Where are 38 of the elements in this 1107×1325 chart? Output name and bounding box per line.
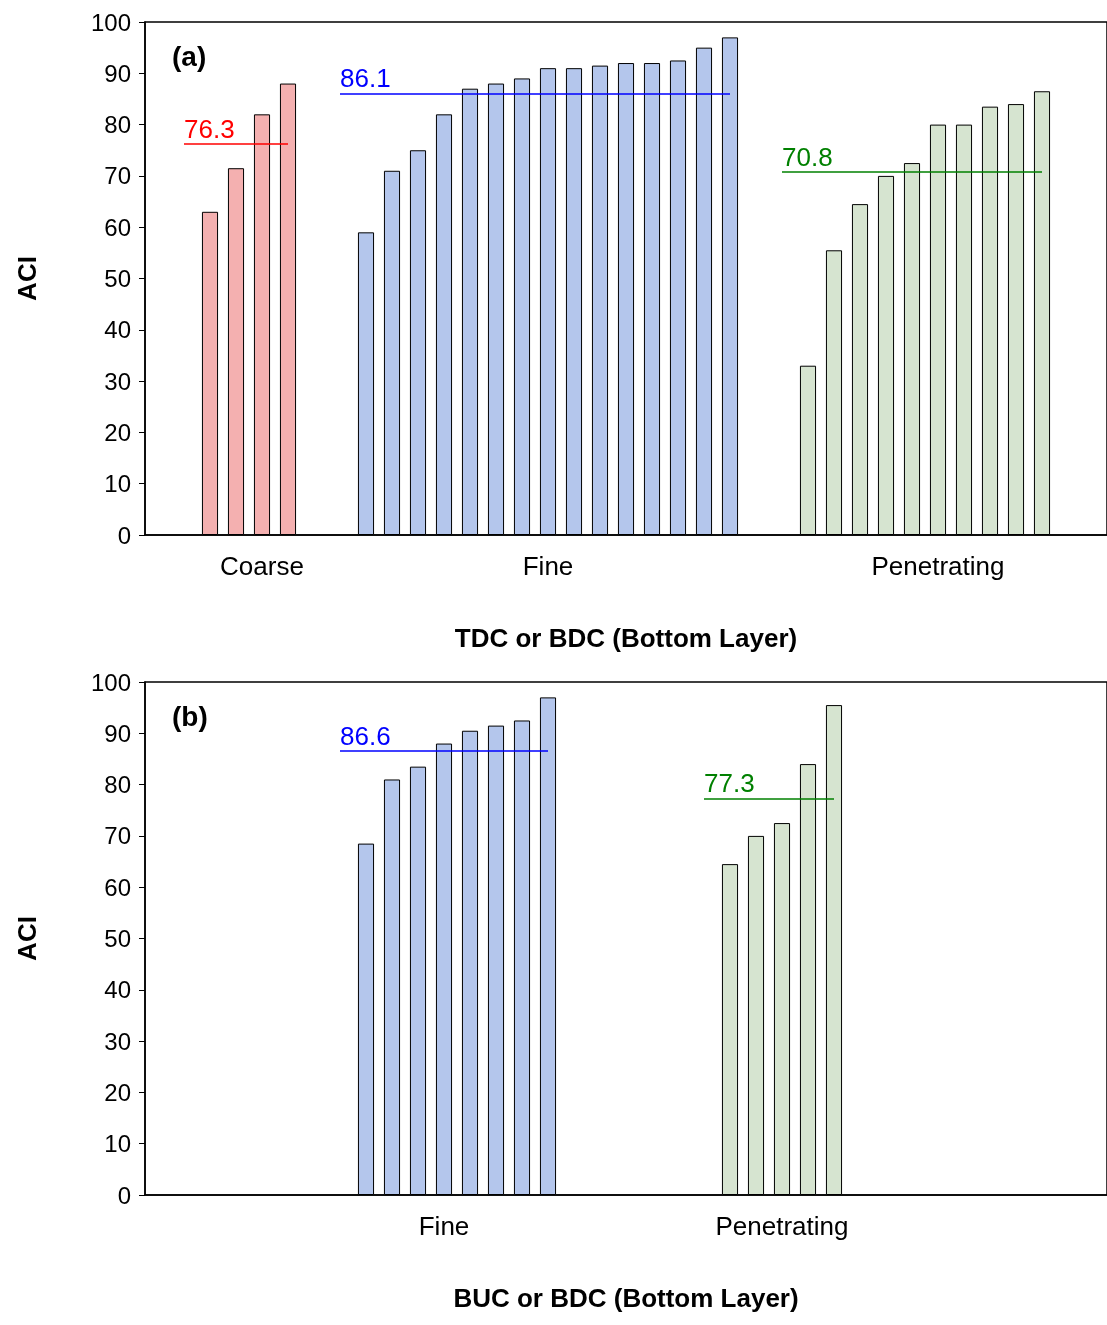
y-tick-label: 20: [104, 418, 131, 446]
y-tick-label: 80: [104, 771, 131, 799]
y-axis-title: ACI: [12, 916, 42, 961]
y-tick-label: 30: [104, 367, 131, 395]
y-tick-label: 0: [117, 521, 131, 549]
y-tick-label: 100: [90, 8, 131, 36]
y-tick-label: 100: [90, 668, 131, 696]
y-tick-label: 40: [104, 976, 131, 1004]
ref-line-label: 86.1: [340, 63, 391, 94]
ref-line-label: 77.3: [704, 768, 755, 799]
y-tick-label: 70: [104, 162, 131, 190]
x-tick-label: Penetrating: [871, 551, 1005, 581]
x-tick-label: Fine: [418, 1211, 470, 1241]
y-tick-label: 80: [104, 111, 131, 139]
y-tick-label: 90: [104, 59, 131, 87]
x-axis-title: BUC or BDC (Bottom Layer): [453, 1283, 799, 1313]
x-tick-label: Penetrating: [715, 1211, 849, 1241]
x-tick-label: Fine: [522, 551, 574, 581]
y-tick-label: 40: [104, 316, 131, 344]
x-tick-label: Coarse: [220, 551, 304, 581]
y-tick-label: 10: [104, 470, 131, 498]
y-axis-title: ACI: [12, 256, 42, 301]
annotation: (a): [172, 40, 207, 72]
y-tick-label: 70: [104, 822, 131, 850]
y-tick-label: 10: [104, 1130, 131, 1158]
y-tick-label: 60: [104, 873, 131, 901]
y-tick-label: 60: [104, 213, 131, 241]
y-tick-label: 30: [104, 1027, 131, 1055]
y-tick-label: 20: [104, 1078, 131, 1106]
x-axis-title: TDC or BDC (Bottom Layer): [454, 623, 798, 653]
ref-line-label: 76.3: [184, 113, 235, 144]
y-tick-label: 50: [104, 265, 131, 292]
ref-line-label: 86.6: [340, 720, 391, 751]
y-tick-label: 0: [117, 1181, 131, 1209]
ref-line-label: 70.8: [782, 141, 833, 172]
annotation: (b): [172, 700, 208, 732]
y-tick-label: 90: [104, 719, 131, 747]
y-tick-label: 50: [104, 925, 131, 952]
